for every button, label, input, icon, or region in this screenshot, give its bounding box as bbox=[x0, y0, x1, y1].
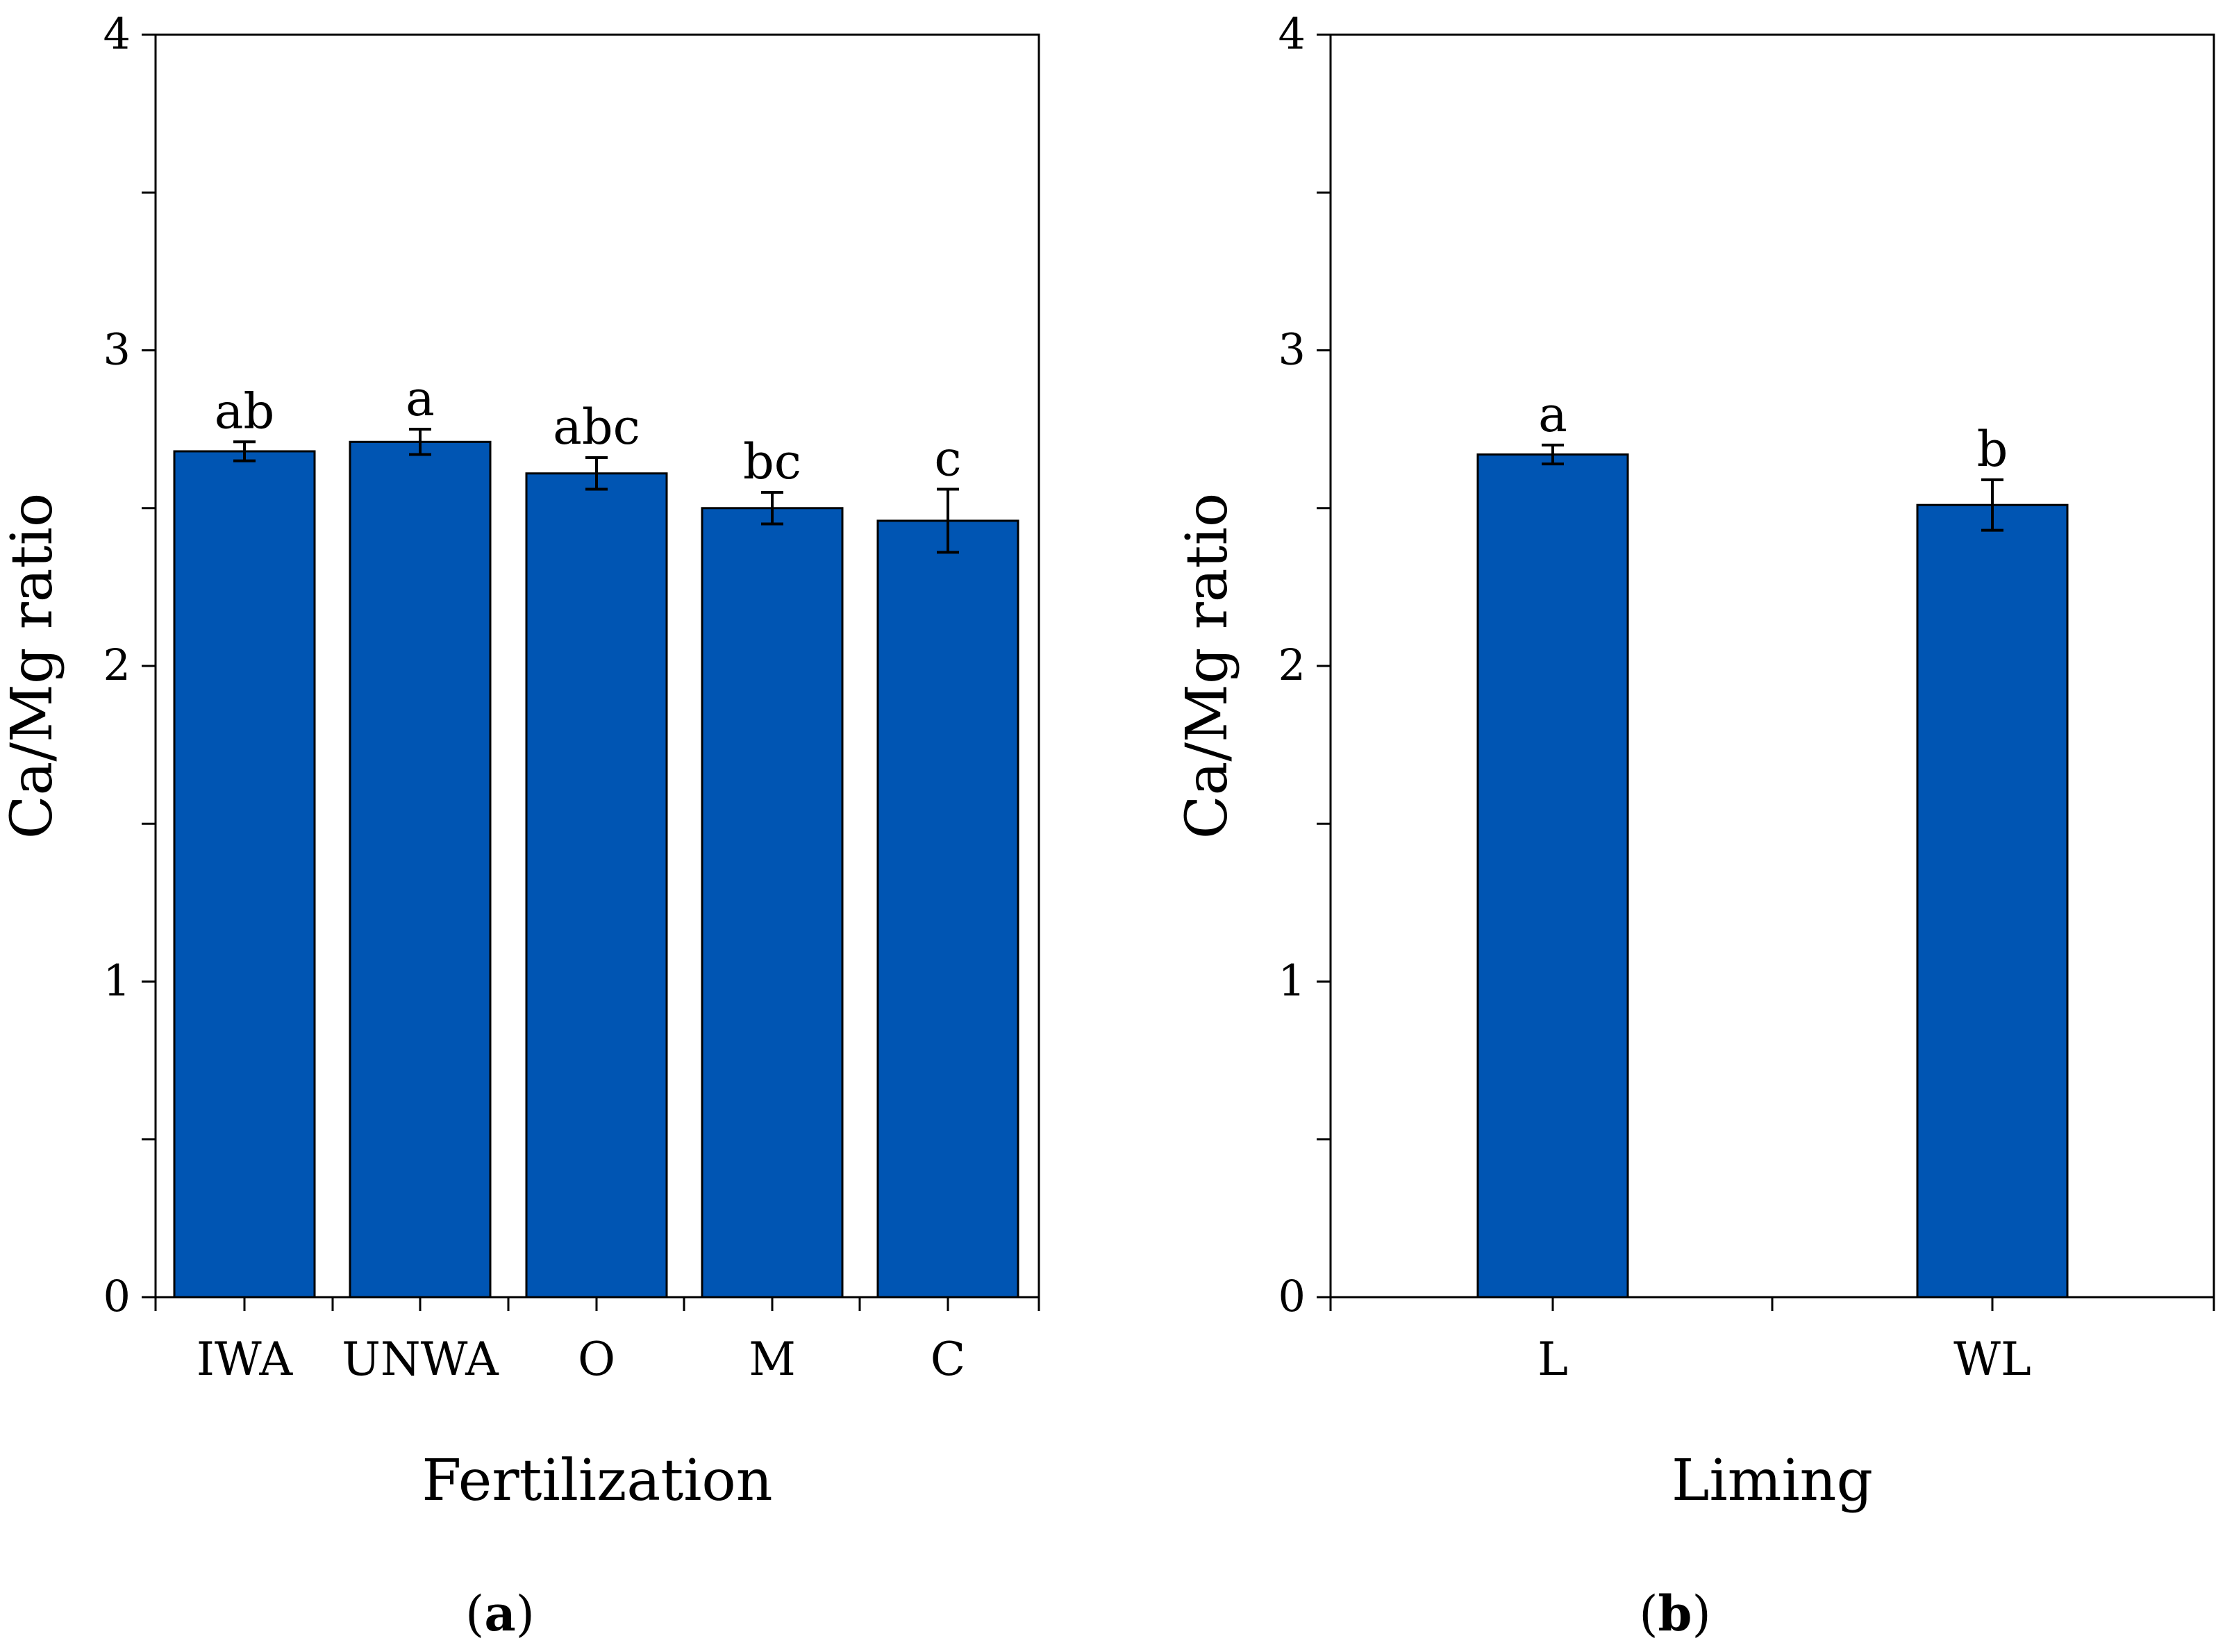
significance-label: bc bbox=[743, 433, 801, 490]
y-tick-label: 2 bbox=[1278, 640, 1306, 690]
chart-panel-b: 0 1 2 3 4 a Lb WL Liming Ca/Mg ratio (b) bbox=[1174, 8, 2215, 1642]
x-tick-label: UNWA bbox=[342, 1333, 499, 1386]
bar-c bbox=[876, 519, 1019, 1299]
x-tick-label: IWA bbox=[197, 1333, 294, 1386]
x-axis-title: Liming bbox=[1672, 1448, 1873, 1514]
x-tick-label: M bbox=[749, 1333, 796, 1386]
panel-label: (a) bbox=[465, 1585, 535, 1642]
bar-o bbox=[525, 472, 668, 1299]
significance-label: b bbox=[1977, 421, 2008, 478]
x-tick-label: O bbox=[578, 1333, 615, 1386]
y-tick-label: 3 bbox=[1278, 324, 1306, 375]
x-tick-label: WL bbox=[1953, 1333, 2031, 1386]
bar-unwa bbox=[349, 440, 492, 1299]
y-axis-title: Ca/Mg ratio bbox=[0, 493, 65, 839]
significance-label: a bbox=[1538, 386, 1567, 443]
panel-label: (b) bbox=[1639, 1585, 1711, 1642]
y-axis-title: Ca/Mg ratio bbox=[1174, 493, 1240, 839]
bar-wl bbox=[1916, 503, 2069, 1299]
y-tick-label: 4 bbox=[103, 8, 131, 59]
x-tick-label: L bbox=[1538, 1333, 1568, 1386]
significance-label: abc bbox=[553, 399, 640, 456]
plot-frame bbox=[1329, 33, 2215, 1299]
y-tick-label: 3 bbox=[103, 324, 131, 375]
x-tick-label: C bbox=[931, 1333, 966, 1386]
significance-label: c bbox=[934, 430, 961, 487]
bar-l bbox=[1476, 453, 1629, 1299]
significance-label: ab bbox=[215, 383, 275, 440]
bar-m bbox=[701, 507, 844, 1299]
y-tick-label: 1 bbox=[1278, 956, 1306, 1006]
significance-label: a bbox=[406, 370, 435, 427]
chart-panel-a: 0 1 2 3 4 ab IWA a UNWA abc Obc Mc C Fertilization Ca/… bbox=[0, 8, 1040, 1642]
x-axis-title: Fertilization bbox=[422, 1448, 772, 1514]
y-tick-label: 1 bbox=[103, 956, 131, 1006]
y-tick-label: 4 bbox=[1278, 8, 1306, 59]
y-tick-label: 0 bbox=[103, 1271, 131, 1321]
bar-iwa bbox=[173, 450, 316, 1299]
y-tick-label: 0 bbox=[1278, 1271, 1306, 1321]
y-tick-label: 2 bbox=[103, 640, 131, 690]
